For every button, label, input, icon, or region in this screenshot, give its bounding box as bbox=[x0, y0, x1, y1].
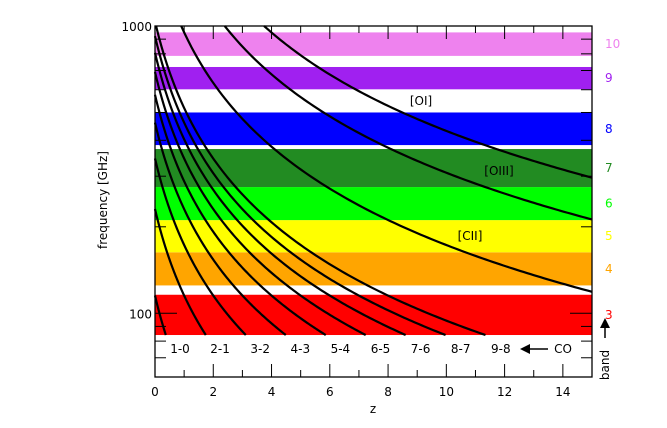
co-label: CO bbox=[554, 342, 572, 356]
x-tick-label: 8 bbox=[384, 385, 392, 399]
band-axis-label: band bbox=[598, 350, 612, 380]
co-label-5-4: 5-4 bbox=[331, 342, 351, 356]
co-label-8-7: 8-7 bbox=[451, 342, 471, 356]
label-CII: [CII] bbox=[458, 229, 483, 243]
band-9-label: 9 bbox=[605, 71, 613, 85]
band-6-label: 6 bbox=[605, 197, 613, 211]
x-tick-label: 0 bbox=[151, 385, 159, 399]
line-3-2 bbox=[153, 158, 247, 336]
band-7-label: 7 bbox=[605, 161, 613, 175]
x-tick-label: 10 bbox=[439, 385, 454, 399]
y-tick-label: 100 bbox=[129, 307, 152, 321]
co-label-2-1: 2-1 bbox=[210, 342, 230, 356]
band-4-label: 4 bbox=[605, 262, 613, 276]
co-label-7-6: 7-6 bbox=[411, 342, 431, 356]
line-5-4 bbox=[153, 94, 327, 336]
band-5-label: 5 bbox=[605, 229, 613, 243]
band-8-label: 8 bbox=[605, 122, 613, 136]
label-OI: [OI] bbox=[410, 94, 432, 108]
line-7-6 bbox=[153, 52, 407, 337]
band-5-rect bbox=[155, 220, 592, 253]
band-6-rect bbox=[155, 187, 592, 221]
co-label-1-0: 1-0 bbox=[170, 342, 190, 356]
co-label-4-3: 4-3 bbox=[290, 342, 310, 356]
line-1-0 bbox=[153, 295, 167, 336]
y-tick-label: 1000 bbox=[121, 20, 152, 34]
line-CII bbox=[180, 25, 593, 293]
band-10-rect bbox=[155, 32, 592, 56]
line-9-8 bbox=[155, 25, 486, 337]
co-label-3-2: 3-2 bbox=[250, 342, 270, 356]
line-4-3 bbox=[153, 122, 287, 336]
band-arrow-icon bbox=[600, 318, 610, 328]
x-tick-label: 4 bbox=[268, 385, 276, 399]
line-2-1 bbox=[153, 208, 207, 336]
band-3-rect bbox=[155, 294, 592, 336]
line-OI bbox=[263, 25, 593, 179]
x-tick-label: 14 bbox=[555, 385, 570, 399]
co-arrow-icon bbox=[520, 344, 530, 354]
line-OIII bbox=[223, 25, 593, 221]
band-3-label: 3 bbox=[605, 308, 613, 322]
band-9-rect bbox=[155, 66, 592, 90]
x-axis-label: z bbox=[370, 402, 376, 416]
x-tick-label: 2 bbox=[209, 385, 217, 399]
line-6-5 bbox=[153, 71, 367, 336]
plot-frame bbox=[154, 25, 593, 378]
label-OIII: [OIII] bbox=[484, 164, 513, 178]
line-8-7 bbox=[153, 35, 446, 337]
y-axis-label: frequency [GHz] bbox=[96, 151, 110, 249]
band-10-label: 10 bbox=[605, 37, 620, 51]
co-label-9-8: 9-8 bbox=[491, 342, 511, 356]
x-tick-label: 6 bbox=[326, 385, 334, 399]
co-label-6-5: 6-5 bbox=[371, 342, 391, 356]
x-tick-label: 12 bbox=[497, 385, 512, 399]
